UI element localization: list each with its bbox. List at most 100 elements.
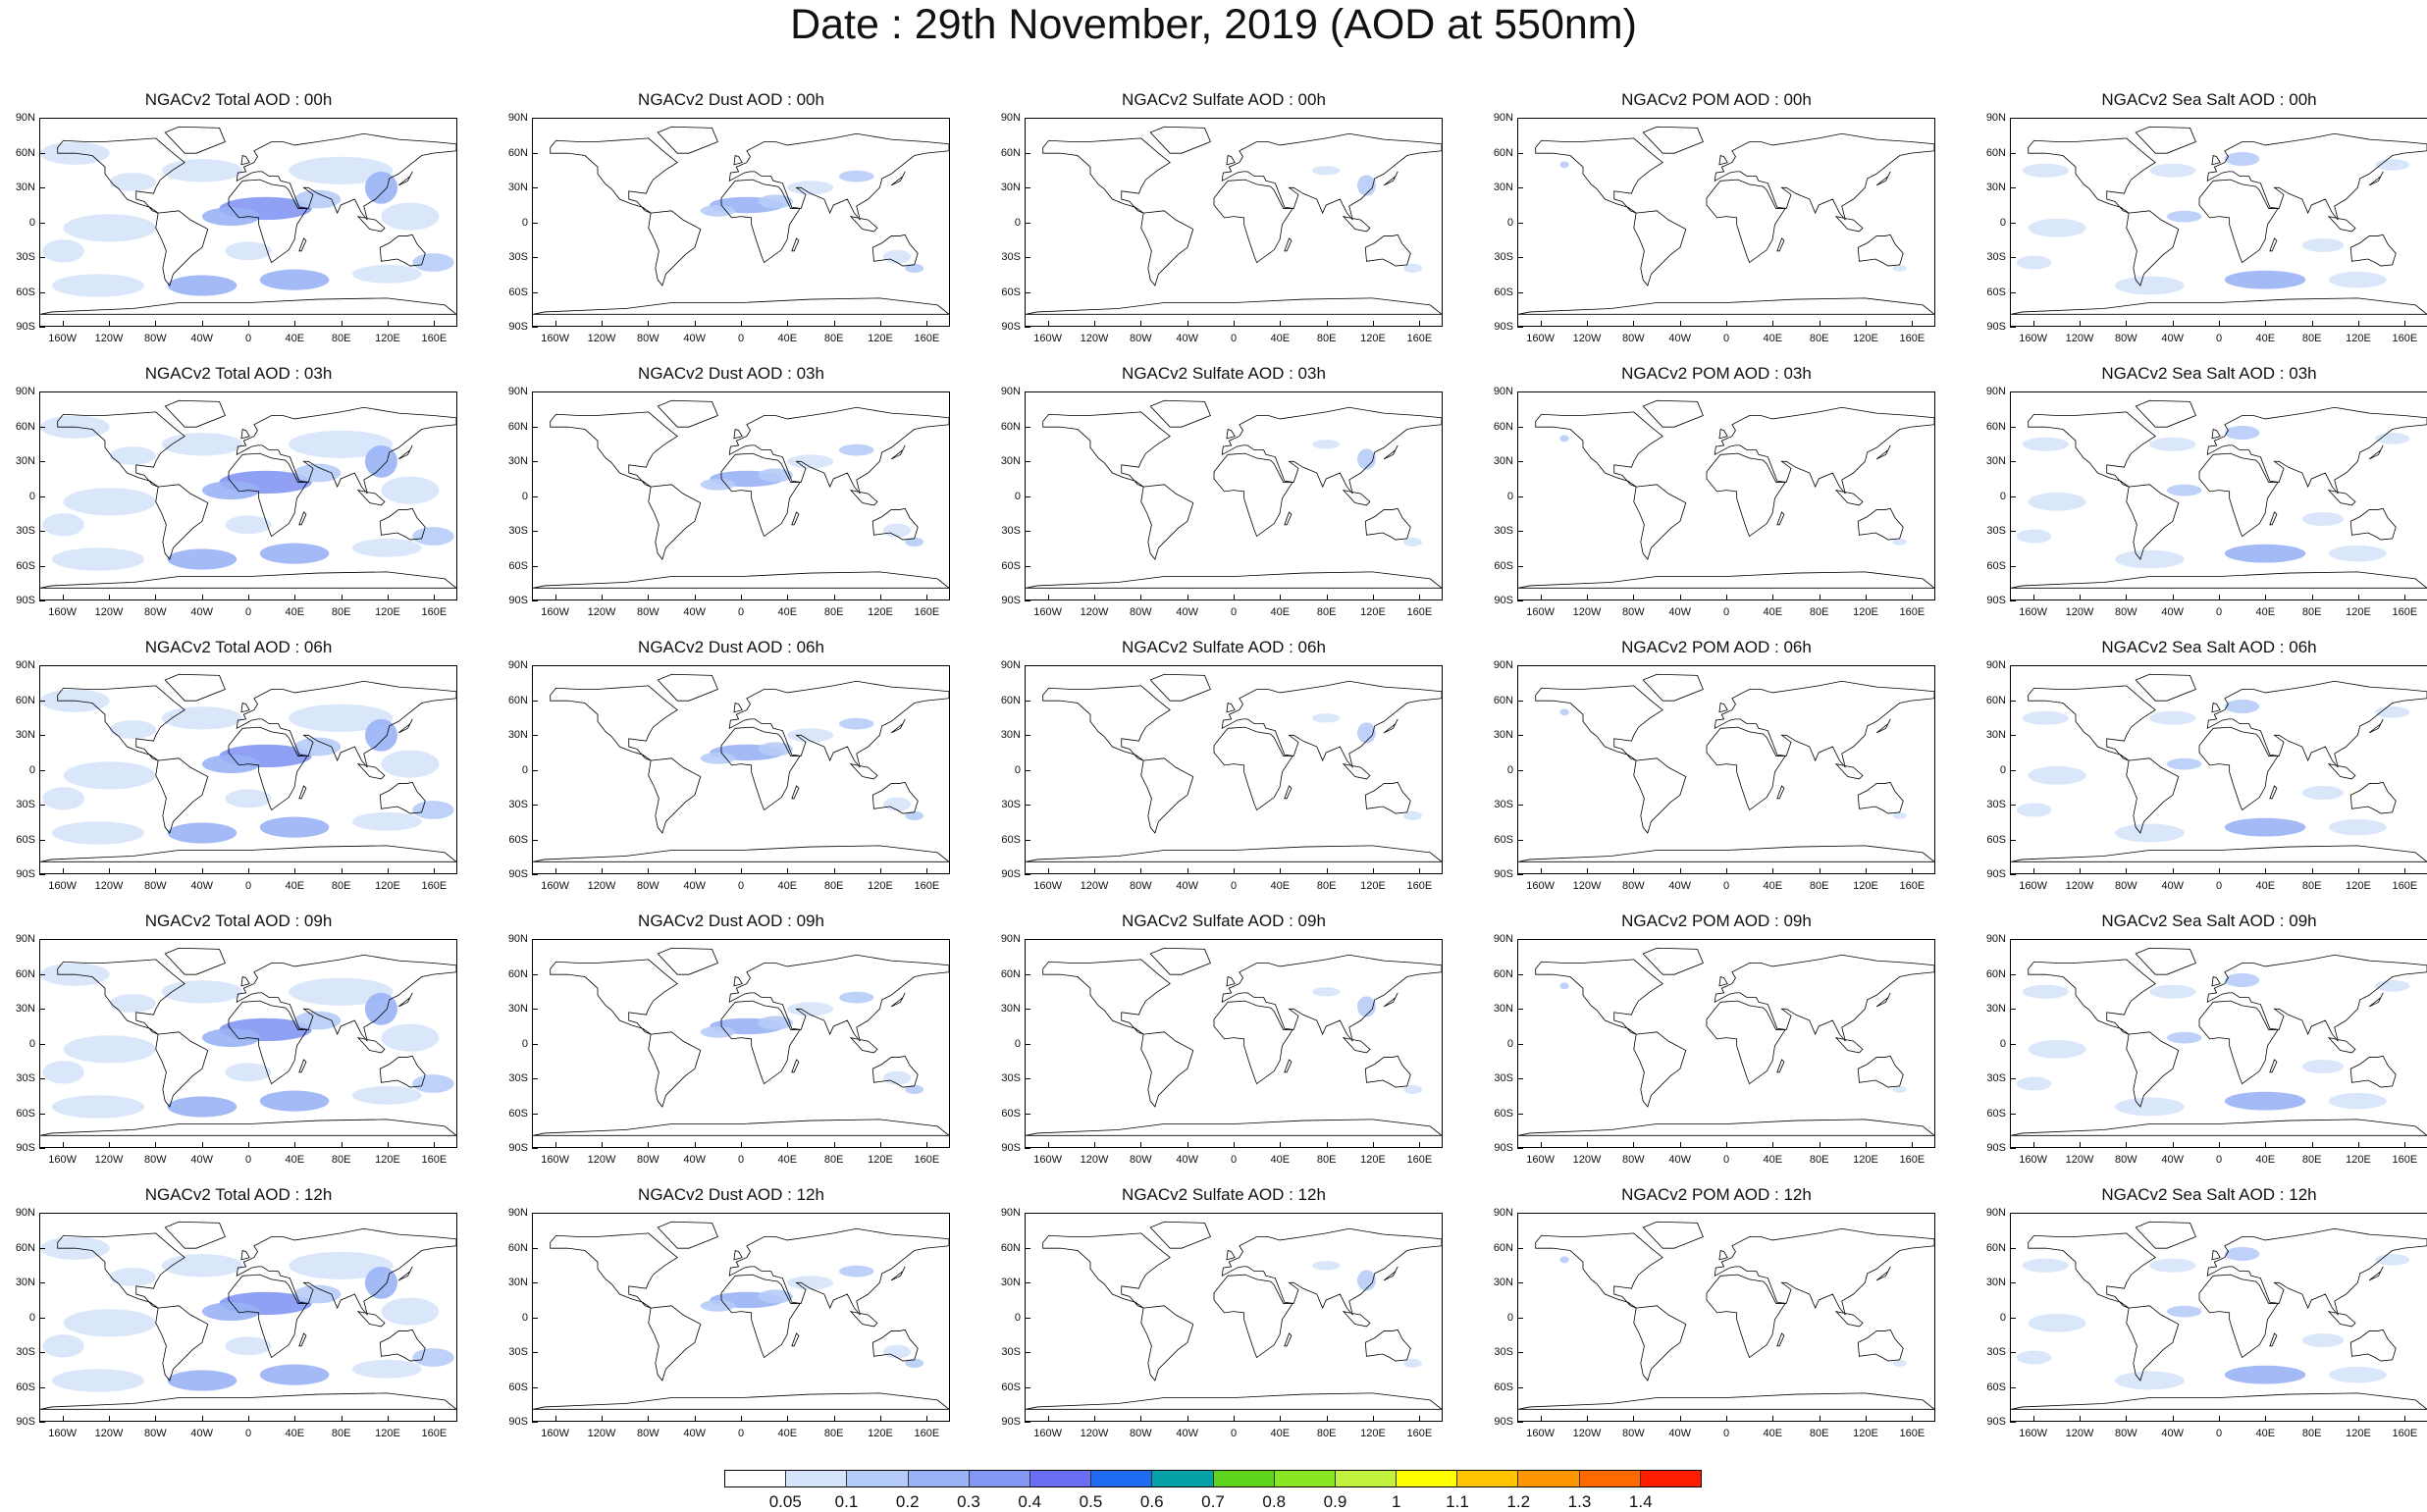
latitude-tick xyxy=(1025,391,1030,392)
longitude-label: 160W xyxy=(2019,880,2048,892)
coastline xyxy=(533,126,949,315)
longitude-tick xyxy=(1679,1416,1681,1422)
latitude-tick xyxy=(532,600,538,601)
latitude-label: 60S xyxy=(16,1381,35,1393)
longitude-label: 80W xyxy=(2115,1154,2137,1166)
aod-shading xyxy=(294,463,342,483)
longitude-tick xyxy=(2080,1416,2081,1422)
longitude-label: 40E xyxy=(777,606,798,618)
latitude-tick xyxy=(1517,1078,1523,1079)
latitude-label: 60N xyxy=(1493,694,1513,706)
latitude-tick xyxy=(1025,1247,1030,1249)
longitude-label: 0 xyxy=(1230,606,1238,618)
latitude-tick xyxy=(2010,805,2016,806)
world-map xyxy=(1517,665,1935,874)
latitude-tick xyxy=(532,1317,538,1319)
longitude-tick xyxy=(1587,1142,1588,1148)
latitude-label: 60S xyxy=(1494,833,1513,846)
aod-shading xyxy=(1892,1359,1907,1367)
latitude-label: 0 xyxy=(1999,490,2006,502)
latitude-tick xyxy=(1025,973,1030,975)
latitude-tick xyxy=(39,565,45,567)
panel-title: NGACv2 Sulfate AOD : 03h xyxy=(1122,364,1326,383)
latitude-tick xyxy=(532,118,538,119)
longitude-label: 80E xyxy=(1316,333,1337,344)
longitude-tick xyxy=(1326,1142,1328,1148)
world-map xyxy=(2010,391,2427,600)
longitude-label: 120E xyxy=(1853,333,1878,344)
latitude-label: 90N xyxy=(1985,1207,2006,1219)
longitude-tick xyxy=(2358,321,2359,327)
longitude-label: 40W xyxy=(1668,880,1691,892)
longitude-tick xyxy=(294,1142,296,1148)
aod-shading xyxy=(201,481,260,500)
longitude-tick xyxy=(1187,1142,1188,1148)
map-panel: NGACv2 Total AOD : 06h 90N 60N 30N 0 30S 60S 90… xyxy=(0,638,491,908)
aod-shading xyxy=(758,1016,794,1030)
latitude-label: 0 xyxy=(1506,1311,1513,1324)
longitude-label: 160W xyxy=(1033,333,1063,344)
longitude-tick xyxy=(1373,321,1374,327)
longitude-label: 0 xyxy=(737,606,745,618)
coastline xyxy=(40,947,456,1136)
aod-shading xyxy=(1892,1085,1907,1093)
aod-shading xyxy=(2328,1366,2387,1383)
latitude-label: 30N xyxy=(1985,729,2006,741)
latitude-tick xyxy=(1517,973,1523,975)
latitude-tick xyxy=(1517,118,1523,119)
latitude-label: 30S xyxy=(508,1072,528,1084)
longitude-tick xyxy=(388,321,389,327)
latitude-tick xyxy=(1025,187,1030,188)
longitude-tick xyxy=(1587,321,1588,327)
latitude-tick xyxy=(532,461,538,462)
longitude-tick xyxy=(2219,1142,2220,1148)
latitude-tick xyxy=(532,939,538,940)
colorbar-label: 0.6 xyxy=(1139,1492,1164,1511)
longitude-label: 80W xyxy=(2115,880,2137,892)
aod-shading xyxy=(381,202,440,231)
longitude-tick xyxy=(1140,321,1142,327)
latitude-label: 90S xyxy=(1001,868,1021,880)
latitude-tick xyxy=(39,1317,45,1319)
latitude-label: 90S xyxy=(1986,321,2006,333)
latitude-label: 60N xyxy=(1985,1241,2006,1254)
longitude-tick xyxy=(1234,321,1235,327)
longitude-label: 80E xyxy=(823,333,844,344)
longitude-label: 160W xyxy=(1033,880,1063,892)
longitude-label: 40W xyxy=(2161,333,2184,344)
latitude-label: 30N xyxy=(507,455,528,467)
longitude-tick xyxy=(1726,1416,1727,1422)
longitude-tick xyxy=(341,1142,343,1148)
latitude-label: 30S xyxy=(16,1346,35,1358)
latitude-label: 0 xyxy=(1999,1311,2006,1324)
latitude-tick xyxy=(1025,1043,1030,1045)
longitude-label: 160W xyxy=(2019,333,2048,344)
latitude-tick xyxy=(532,257,538,258)
world-map xyxy=(1025,939,1443,1148)
longitude-label: 160W xyxy=(48,1428,78,1439)
longitude-label: 160W xyxy=(1033,1154,1063,1166)
latitude-tick xyxy=(532,1009,538,1010)
latitude-tick xyxy=(2010,1386,2016,1388)
longitude-tick xyxy=(1726,595,1727,600)
latitude-label: 30S xyxy=(508,799,528,810)
longitude-tick xyxy=(1772,595,1774,600)
longitude-tick xyxy=(2219,595,2220,600)
latitude-tick xyxy=(1517,222,1523,224)
longitude-label: 160W xyxy=(2019,1428,2048,1439)
latitude-label: 0 xyxy=(28,216,35,229)
longitude-label: 80W xyxy=(144,1154,167,1166)
aod-shading xyxy=(412,253,454,272)
latitude-tick xyxy=(39,1148,45,1149)
longitude-label: 80E xyxy=(823,1428,844,1439)
colorbar-swatch xyxy=(969,1471,1030,1486)
aod-shading xyxy=(1312,1261,1341,1271)
latitude-tick xyxy=(532,1148,538,1149)
longitude-label: 80E xyxy=(2301,1428,2322,1439)
aod-shading xyxy=(2022,710,2069,725)
latitude-label: 90N xyxy=(1000,933,1021,945)
aod-shading xyxy=(1312,440,1341,449)
colorbar-label: 1.2 xyxy=(1506,1492,1531,1511)
longitude-tick xyxy=(2032,1416,2034,1422)
latitude-tick xyxy=(1025,1422,1030,1423)
